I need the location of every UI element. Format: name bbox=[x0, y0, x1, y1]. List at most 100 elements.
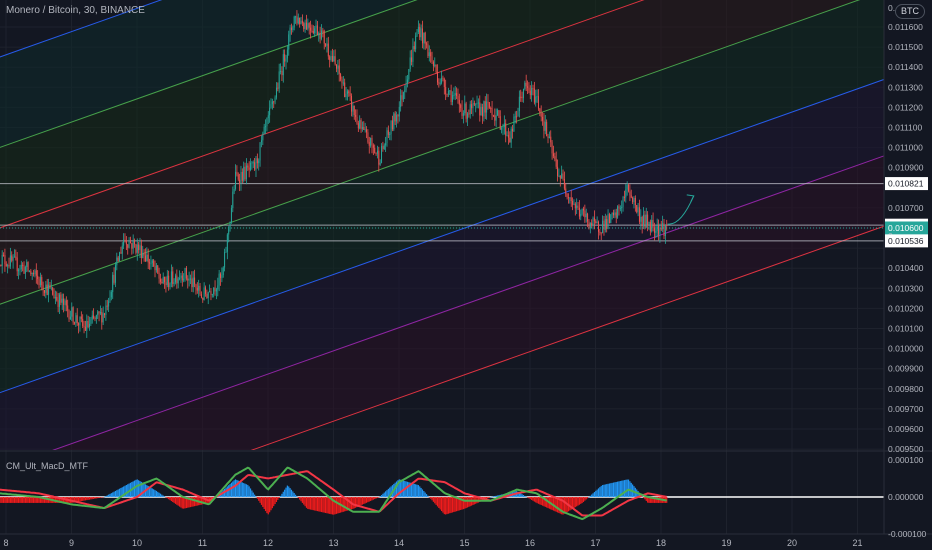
macd-histogram-bar bbox=[176, 497, 178, 505]
candle-body bbox=[9, 255, 11, 267]
time-axis[interactable]: 8 9 10 11 12 13 14 15 16 17 18 19 20 21 bbox=[3, 538, 862, 548]
macd-histogram-bar bbox=[80, 497, 82, 502]
candle-body bbox=[486, 101, 488, 113]
candle-body bbox=[336, 64, 338, 69]
candle-body bbox=[83, 326, 85, 328]
macd-histogram-bar bbox=[540, 497, 542, 506]
price-axis[interactable]: 0.011600 0.011500 0.011400 0.011300 0.011200… bbox=[888, 3, 924, 454]
macd-histogram-bar bbox=[300, 497, 302, 502]
macd-histogram-bar bbox=[142, 482, 144, 497]
candle-body bbox=[116, 257, 118, 266]
macd-histogram-bar bbox=[8, 497, 10, 503]
candle-body bbox=[280, 71, 282, 73]
price-axis-tick: 0.010300 bbox=[888, 283, 924, 293]
macd-histogram-bar bbox=[203, 497, 205, 505]
channel-band bbox=[0, 79, 884, 450]
macd-histogram-bar bbox=[577, 497, 579, 506]
currency-badge[interactable]: BTC bbox=[895, 4, 925, 19]
candle-body bbox=[48, 284, 50, 295]
macd-histogram-bar bbox=[143, 483, 145, 497]
candle-body bbox=[348, 91, 350, 94]
macd-histogram-bar bbox=[37, 497, 39, 503]
candle-body bbox=[174, 275, 176, 283]
candle-body bbox=[91, 315, 93, 320]
macd-histogram-bar bbox=[241, 482, 243, 497]
channel-line-green bbox=[0, 0, 418, 148]
candle-body bbox=[509, 137, 511, 143]
candle-body bbox=[74, 322, 76, 324]
macd-histogram-bar bbox=[322, 497, 324, 513]
candle-body bbox=[480, 106, 482, 116]
macd-histogram-bar bbox=[138, 480, 140, 497]
candle-body bbox=[214, 287, 216, 292]
macd-histogram-bar bbox=[90, 497, 92, 500]
candle-body bbox=[383, 145, 385, 149]
candle-body bbox=[108, 301, 110, 307]
macd-histogram-bar bbox=[447, 497, 449, 514]
candle-body bbox=[206, 293, 208, 299]
macd-histogram-bar bbox=[233, 480, 235, 497]
macd-histogram-bar bbox=[363, 497, 365, 505]
macd-histogram-bar bbox=[88, 497, 91, 500]
macd-histogram-bar bbox=[109, 493, 111, 497]
candles bbox=[0, 10, 668, 338]
macd-histogram-bar bbox=[412, 483, 414, 497]
candle-body bbox=[222, 267, 224, 276]
macd-histogram-bar bbox=[330, 497, 332, 515]
macd-histogram-bar bbox=[623, 480, 626, 497]
candle-body bbox=[13, 256, 15, 258]
macd-histogram-bar bbox=[337, 497, 339, 514]
macd-histogram-bar bbox=[269, 497, 271, 513]
candle-body bbox=[382, 146, 384, 149]
macd-histogram-bar bbox=[431, 497, 433, 501]
macd-histogram-bar bbox=[320, 497, 323, 513]
candle-body bbox=[295, 16, 297, 18]
candle-body bbox=[543, 120, 545, 131]
macd-histogram-bar bbox=[58, 497, 61, 503]
macd-histogram-bar bbox=[556, 497, 559, 513]
candle-body bbox=[303, 23, 305, 29]
macd-histogram-bar bbox=[625, 479, 627, 497]
macd-histogram-bar bbox=[282, 491, 284, 497]
macd-histogram-bar bbox=[569, 497, 571, 511]
price-axis-tick: 0.011400 bbox=[888, 62, 923, 72]
candle-body bbox=[20, 264, 22, 270]
macd-histogram-bar bbox=[518, 492, 520, 497]
macd-histogram-bar bbox=[525, 496, 527, 498]
candle-body bbox=[199, 285, 201, 295]
candle-body bbox=[290, 27, 292, 31]
time-axis-label: 21 bbox=[852, 538, 862, 548]
macd-histogram-bar bbox=[102, 497, 104, 498]
candle-body bbox=[281, 71, 283, 76]
candle-body bbox=[349, 93, 351, 96]
candle-body bbox=[314, 28, 316, 34]
macd-histogram-bar bbox=[27, 497, 29, 503]
macd-histogram-bar bbox=[371, 497, 373, 501]
candle-body bbox=[426, 43, 428, 45]
macd-histogram-bar bbox=[378, 497, 380, 498]
macd-histogram-bar bbox=[460, 497, 462, 510]
macd-histogram-bar bbox=[492, 496, 495, 497]
candle-body bbox=[451, 95, 453, 103]
indicator-title[interactable]: CM_Ult_MacD_MTF bbox=[6, 461, 89, 471]
candle-body bbox=[265, 126, 267, 128]
candle-body bbox=[64, 300, 66, 305]
macd-histogram-bar bbox=[9, 497, 11, 503]
candle-body bbox=[80, 316, 82, 319]
macd-histogram-bar bbox=[165, 497, 167, 498]
candle-body bbox=[308, 23, 310, 28]
candle-body bbox=[647, 214, 649, 226]
candle-body bbox=[310, 27, 312, 31]
macd-histogram-bar bbox=[401, 480, 403, 497]
candle-body bbox=[359, 119, 361, 129]
macd-histogram-bar bbox=[0, 497, 2, 503]
candle-body bbox=[492, 115, 494, 117]
macd-histogram-bar bbox=[77, 497, 80, 502]
candle-body bbox=[599, 231, 601, 233]
candle-body bbox=[225, 251, 227, 253]
candle-body bbox=[297, 17, 299, 24]
macd-histogram-bar bbox=[75, 497, 77, 503]
candle-body bbox=[50, 287, 52, 289]
candle-body bbox=[26, 262, 28, 268]
